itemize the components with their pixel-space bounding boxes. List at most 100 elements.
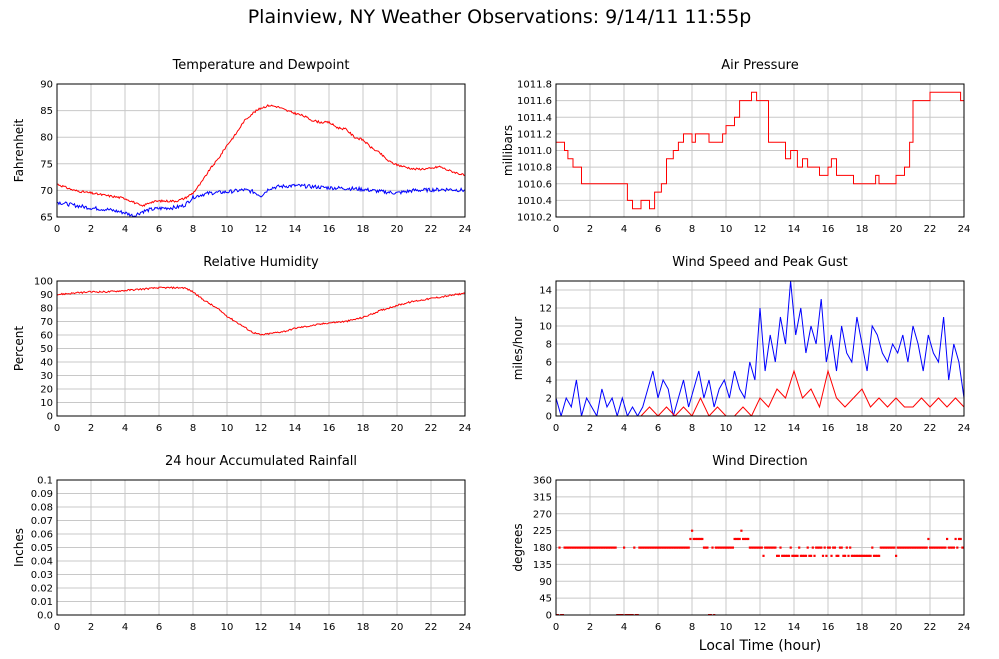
direction-point — [680, 546, 683, 549]
direction-point — [922, 546, 925, 549]
y-axis-label: Inches — [12, 528, 26, 567]
direction-point — [648, 546, 651, 549]
direction-point — [935, 546, 938, 549]
direction-point — [910, 546, 913, 549]
direction-point — [798, 546, 801, 549]
direction-point — [597, 546, 600, 549]
x-tick-label: 18 — [357, 224, 370, 235]
y-tick-label: 20 — [40, 385, 53, 396]
direction-point — [573, 546, 576, 549]
direction-point — [640, 546, 643, 549]
direction-point — [740, 529, 743, 532]
y-tick-label: 1011.0 — [517, 146, 552, 157]
direction-point — [679, 546, 682, 549]
direction-point — [852, 554, 855, 557]
x-tick-label: 12 — [754, 224, 767, 235]
direction-point — [590, 546, 593, 549]
y-tick-label: 90 — [539, 577, 552, 588]
y-tick-label: 0.04 — [31, 557, 53, 568]
y-tick-label: 12 — [539, 304, 552, 315]
x-tick-label: 10 — [720, 622, 733, 633]
direction-point — [862, 554, 865, 557]
direction-point — [842, 554, 845, 557]
plot-area — [57, 104, 465, 217]
chart-title: Wind Speed and Peak Gust — [672, 255, 847, 270]
chart-title: Air Pressure — [721, 58, 799, 73]
direction-point — [589, 546, 592, 549]
plot-frame — [56, 83, 466, 218]
direction-point — [568, 546, 571, 549]
x-tick-label: 8 — [190, 423, 196, 434]
direction-point — [585, 546, 588, 549]
x-tick-label: 20 — [391, 423, 404, 434]
x-tick-label: 16 — [822, 622, 835, 633]
x-tick-label: 8 — [689, 622, 695, 633]
direction-point — [646, 546, 649, 549]
direction-point — [801, 554, 804, 557]
direction-point — [908, 546, 911, 549]
series-line — [556, 369, 964, 416]
x-tick-label: 12 — [754, 423, 767, 434]
y-tick-label: 0.02 — [31, 584, 53, 595]
direction-point — [655, 546, 658, 549]
direction-point — [714, 546, 717, 549]
direction-point — [566, 546, 570, 549]
plot-frame — [555, 280, 965, 417]
x-tick-label: 22 — [425, 622, 438, 633]
direction-point — [886, 546, 889, 549]
direction-point — [803, 554, 806, 557]
y-tick-label: 0 — [546, 611, 552, 622]
direction-point — [623, 546, 626, 549]
direction-point — [961, 546, 964, 549]
direction-point — [779, 546, 782, 549]
direction-point — [786, 554, 789, 557]
direction-point — [770, 546, 774, 549]
y-tick-label: 1010.2 — [517, 213, 552, 224]
x-tick-label: 14 — [788, 423, 801, 434]
direction-point — [716, 546, 719, 549]
direction-point — [818, 546, 821, 549]
y-tick-label: 315 — [533, 492, 552, 503]
y-tick-label: 135 — [533, 560, 552, 571]
direction-point — [595, 546, 598, 549]
direction-point — [725, 546, 728, 549]
y-tick-label: 0.06 — [31, 530, 53, 541]
x-tick-label: 14 — [289, 622, 302, 633]
direction-point — [735, 537, 738, 541]
direction-point — [937, 546, 940, 549]
plot-area — [556, 281, 964, 416]
direction-point — [864, 554, 867, 557]
direction-point — [612, 546, 615, 549]
direction-point — [719, 546, 723, 549]
direction-point — [662, 546, 665, 549]
x-tick-label: 8 — [689, 423, 695, 434]
direction-point — [917, 546, 920, 549]
direction-point — [607, 546, 610, 549]
y-tick-label: 8 — [546, 340, 552, 351]
direction-point — [668, 546, 672, 549]
direction-point — [898, 546, 901, 549]
direction-point — [721, 546, 724, 549]
direction-point — [691, 529, 694, 532]
x-tick-label: 16 — [822, 423, 835, 434]
direction-point — [730, 546, 733, 549]
direction-point — [685, 546, 689, 549]
x-tick-label: 6 — [655, 423, 661, 434]
direction-point — [947, 546, 950, 549]
direction-point — [755, 546, 758, 549]
x-tick-label: 4 — [122, 423, 128, 434]
direction-point — [900, 546, 903, 549]
plot-frame — [555, 479, 965, 616]
direction-point — [791, 554, 794, 557]
chart-title: Wind Direction — [712, 454, 808, 469]
y-tick-label: 0.05 — [31, 543, 53, 554]
direction-point — [835, 554, 838, 557]
direction-point — [821, 554, 825, 557]
direction-point — [815, 546, 818, 549]
y-tick-label: 10 — [40, 398, 53, 409]
x-tick-label: 22 — [924, 224, 937, 235]
x-tick-label: 2 — [587, 423, 593, 434]
direction-point — [903, 546, 906, 549]
direction-point — [677, 546, 680, 549]
direction-point — [939, 546, 942, 549]
